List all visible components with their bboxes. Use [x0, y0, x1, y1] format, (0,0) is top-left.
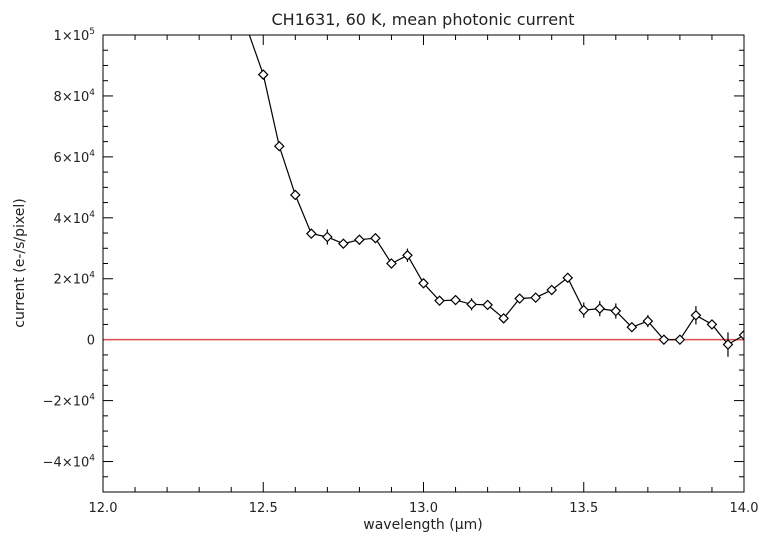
y-tick-label: 6×104	[54, 149, 96, 166]
data-point	[289, 189, 301, 201]
y-tick-label: 2×104	[54, 271, 96, 288]
data-point	[402, 249, 413, 261]
data-point	[738, 329, 744, 341]
data-point	[338, 238, 349, 250]
x-tick-label: 12.0	[89, 501, 118, 516]
data-point	[322, 231, 333, 243]
data-point	[610, 305, 622, 317]
plot-frame	[102, 34, 745, 493]
data-point	[514, 293, 525, 304]
data-point	[642, 315, 654, 327]
data-point	[450, 294, 461, 306]
data-point	[305, 228, 317, 239]
data-point	[578, 304, 590, 316]
data-point	[674, 334, 686, 346]
data-point	[562, 272, 574, 284]
x-tick-label: 13.0	[409, 501, 438, 516]
data-point	[690, 309, 702, 321]
y-tick-label: 8×104	[54, 88, 96, 105]
data-point	[498, 312, 509, 324]
data-point	[243, 24, 252, 33]
data-point	[658, 334, 670, 346]
data-point	[418, 277, 429, 289]
y-tick-label: 0	[87, 334, 95, 349]
data-point	[626, 321, 638, 333]
x-tick-label: 12.5	[249, 501, 278, 516]
data-point	[273, 140, 285, 152]
data-point	[482, 299, 493, 311]
y-tick-label: −4×104	[43, 454, 96, 471]
x-tick-label: 13.5	[569, 501, 598, 516]
data-point	[434, 295, 445, 307]
x-tick-label: 14.0	[730, 501, 759, 516]
y-tick-label: −2×104	[43, 393, 96, 410]
y-tick-label: 1×105	[54, 27, 95, 44]
x-axis-label: wavelength (μm)	[363, 517, 482, 533]
data-point	[706, 319, 718, 330]
y-tick-label: 4×104	[54, 210, 96, 227]
series-line	[248, 35, 744, 346]
data-point	[466, 298, 477, 310]
data-point	[354, 234, 365, 246]
data-point	[386, 258, 397, 269]
data-point	[530, 292, 542, 303]
data-point	[370, 232, 381, 244]
data-point	[594, 303, 606, 314]
data-point	[257, 69, 269, 80]
y-axis-label: current (e-/s/pixel)	[12, 198, 28, 327]
chart-title: CH1631, 60 K, mean photonic current	[272, 10, 575, 29]
data-point	[546, 284, 558, 296]
data-point	[722, 339, 734, 350]
